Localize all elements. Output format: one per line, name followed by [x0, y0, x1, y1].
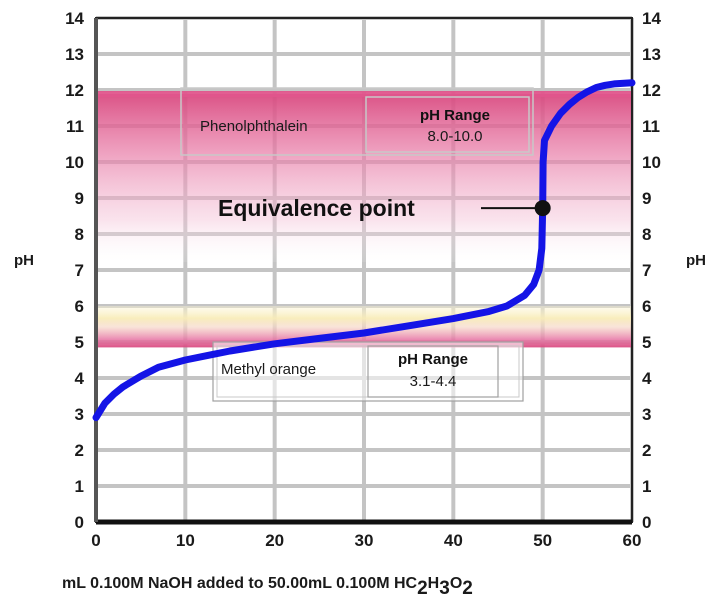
- x-tick-6: 60: [623, 531, 642, 550]
- methyl-orange-range-box: [367, 345, 499, 398]
- x-axis-label-sub-2: 2: [417, 578, 428, 599]
- y-tick-right-4: 4: [642, 369, 652, 388]
- y-tick-right-7: 7: [642, 261, 651, 280]
- y-tick-left-2: 2: [75, 441, 84, 460]
- y-tick-left-7: 7: [75, 261, 84, 280]
- methyl-orange-range-value: 3.1-4.4: [410, 373, 457, 390]
- y-tick-left-11: 11: [66, 117, 84, 136]
- y-tick-left-13: 13: [65, 45, 84, 64]
- phenolphthalein-range-value: 8.0-10.0: [427, 128, 482, 145]
- y-tick-left-3: 3: [75, 405, 84, 424]
- x-axis-label-h: H: [428, 575, 440, 592]
- y-tick-right-12: 12: [642, 81, 661, 100]
- y-tick-left-6: 6: [75, 297, 84, 316]
- x-tick-1: 10: [176, 531, 195, 550]
- phenolphthalein-range-heading: pH Range: [420, 107, 490, 124]
- methyl-orange-box: Methyl orange pH Range 3.1-4.4: [212, 341, 524, 402]
- y-tick-left-4: 4: [75, 369, 85, 388]
- y-tick-right-11: 11: [642, 117, 660, 136]
- y-axis-label-left: pH: [14, 252, 34, 269]
- x-axis-label-sub-2b: 2: [462, 578, 473, 599]
- x-tick-0: 0: [91, 531, 100, 550]
- x-axis-label-prefix: mL 0.100M NaOH added to 50.00mL 0.100M H…: [62, 575, 418, 592]
- y-tick-right-6: 6: [642, 297, 651, 316]
- phenolphthalein-band-top-edge: [96, 91, 632, 97]
- y-tick-left-10: 10: [65, 153, 84, 172]
- y-tick-right-0: 0: [642, 513, 651, 532]
- x-tick-5: 50: [533, 531, 552, 550]
- plot-frame: [94, 17, 633, 525]
- y-tick-left-9: 9: [75, 189, 84, 208]
- y-tick-right-13: 13: [642, 45, 661, 64]
- methyl-orange-label: Methyl orange: [221, 361, 316, 378]
- x-axis-label-sub-3: 3: [439, 578, 450, 599]
- methyl-orange-range-heading: pH Range: [398, 351, 468, 368]
- phenolphthalein-label: Phenolphthalein: [200, 118, 308, 135]
- phenolphthalein-range-box: [365, 96, 530, 153]
- y-tick-left-1: 1: [75, 477, 84, 496]
- y-tick-right-14: 14: [642, 9, 661, 28]
- y-tick-left-0: 0: [75, 513, 84, 532]
- x-tick-3: 30: [355, 531, 374, 550]
- phenolphthalein-box: Phenolphthalein pH Range 8.0-10.0: [180, 87, 534, 156]
- y-tick-left-8: 8: [75, 225, 84, 244]
- equivalence-point-label: Equivalence point: [218, 195, 415, 221]
- y-tick-right-10: 10: [642, 153, 661, 172]
- x-tick-4: 40: [444, 531, 463, 550]
- y-axis-label-right: pH: [686, 252, 706, 269]
- equivalence-point-marker: [534, 200, 551, 217]
- equivalence-annotation: Equivalence point: [218, 195, 551, 221]
- x-tick-2: 20: [265, 531, 284, 550]
- phenolphthalein-band: [96, 94, 632, 262]
- phenolphthalein-box-outer: [180, 87, 534, 156]
- y-tick-right-9: 9: [642, 189, 651, 208]
- y-tick-left-12: 12: [65, 81, 84, 100]
- y-tick-left-14: 14: [65, 9, 84, 28]
- series-line-0: [92, 79, 636, 422]
- titration-curve: [92, 79, 636, 422]
- y-tick-left-5: 5: [75, 333, 84, 352]
- methyl-orange-band: [96, 306, 632, 348]
- y-tick-right-8: 8: [642, 225, 651, 244]
- y-tick-right-3: 3: [642, 405, 651, 424]
- x-axis-label: mL 0.100M NaOH added to 50.00mL 0.100M H…: [62, 575, 473, 599]
- y-tick-right-5: 5: [642, 333, 651, 352]
- x-axis-label-o: O: [450, 575, 462, 592]
- y-tick-right-2: 2: [642, 441, 651, 460]
- y-tick-right-1: 1: [642, 477, 651, 496]
